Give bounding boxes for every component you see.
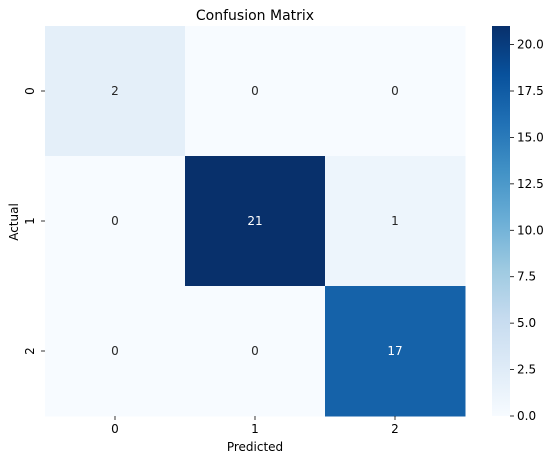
heatmap-cell (185, 26, 326, 157)
heatmap-cell (45, 286, 186, 417)
cell-value-label: 0 (251, 344, 259, 358)
heatmap-cells: 2 0 0 0 21 1 0 0 17 (45, 26, 466, 417)
x-tick-label: 1 (251, 422, 259, 436)
colorbar-tick-label: 20.0 (517, 38, 544, 52)
y-tick-label: 2 (23, 347, 37, 355)
x-tick-label: 0 (111, 422, 119, 436)
colorbar-tick-label: 17.5 (517, 84, 544, 98)
colorbar-tick-label: 7.5 (517, 270, 536, 284)
cell-value-label: 1 (391, 214, 399, 228)
colorbar-tick-label: 2.5 (517, 363, 536, 377)
cell-value-label: 17 (387, 344, 402, 358)
colorbar (492, 26, 510, 416)
cell-value-label: 2 (111, 84, 119, 98)
y-axis-label: Actual (7, 203, 21, 241)
heatmap-cell (185, 156, 326, 287)
colorbar-tick-label: 0.0 (517, 409, 536, 423)
colorbar-tick-label: 5.0 (517, 316, 536, 330)
heatmap-cell (45, 26, 186, 157)
cell-value-label: 0 (111, 214, 119, 228)
cell-value-label: 21 (247, 214, 262, 228)
heatmap-cell (45, 156, 186, 287)
colorbar-tick-label: 15.0 (517, 130, 544, 144)
colorbar-tick-label: 12.5 (517, 177, 544, 191)
heatmap-cell (325, 26, 466, 157)
cell-value-label: 0 (391, 84, 399, 98)
y-axis-ticks: 0 1 2 (23, 87, 45, 355)
cell-value-label: 0 (111, 344, 119, 358)
x-tick-label: 2 (391, 422, 399, 436)
x-axis-label: Predicted (227, 440, 283, 454)
colorbar-tick-label: 10.0 (517, 223, 544, 237)
cell-value-label: 0 (251, 84, 259, 98)
heatmap-cell (325, 286, 466, 417)
y-tick-label: 1 (23, 217, 37, 225)
chart-title: Confusion Matrix (196, 8, 314, 24)
x-axis-ticks: 0 1 2 (111, 416, 399, 436)
heatmap-cell (185, 286, 326, 417)
heatmap-cell (325, 156, 466, 287)
y-tick-label: 0 (23, 87, 37, 95)
colorbar-ticks: 0.0 2.5 5.0 7.5 10.0 12.5 15.0 17.5 20.0 (510, 38, 544, 423)
